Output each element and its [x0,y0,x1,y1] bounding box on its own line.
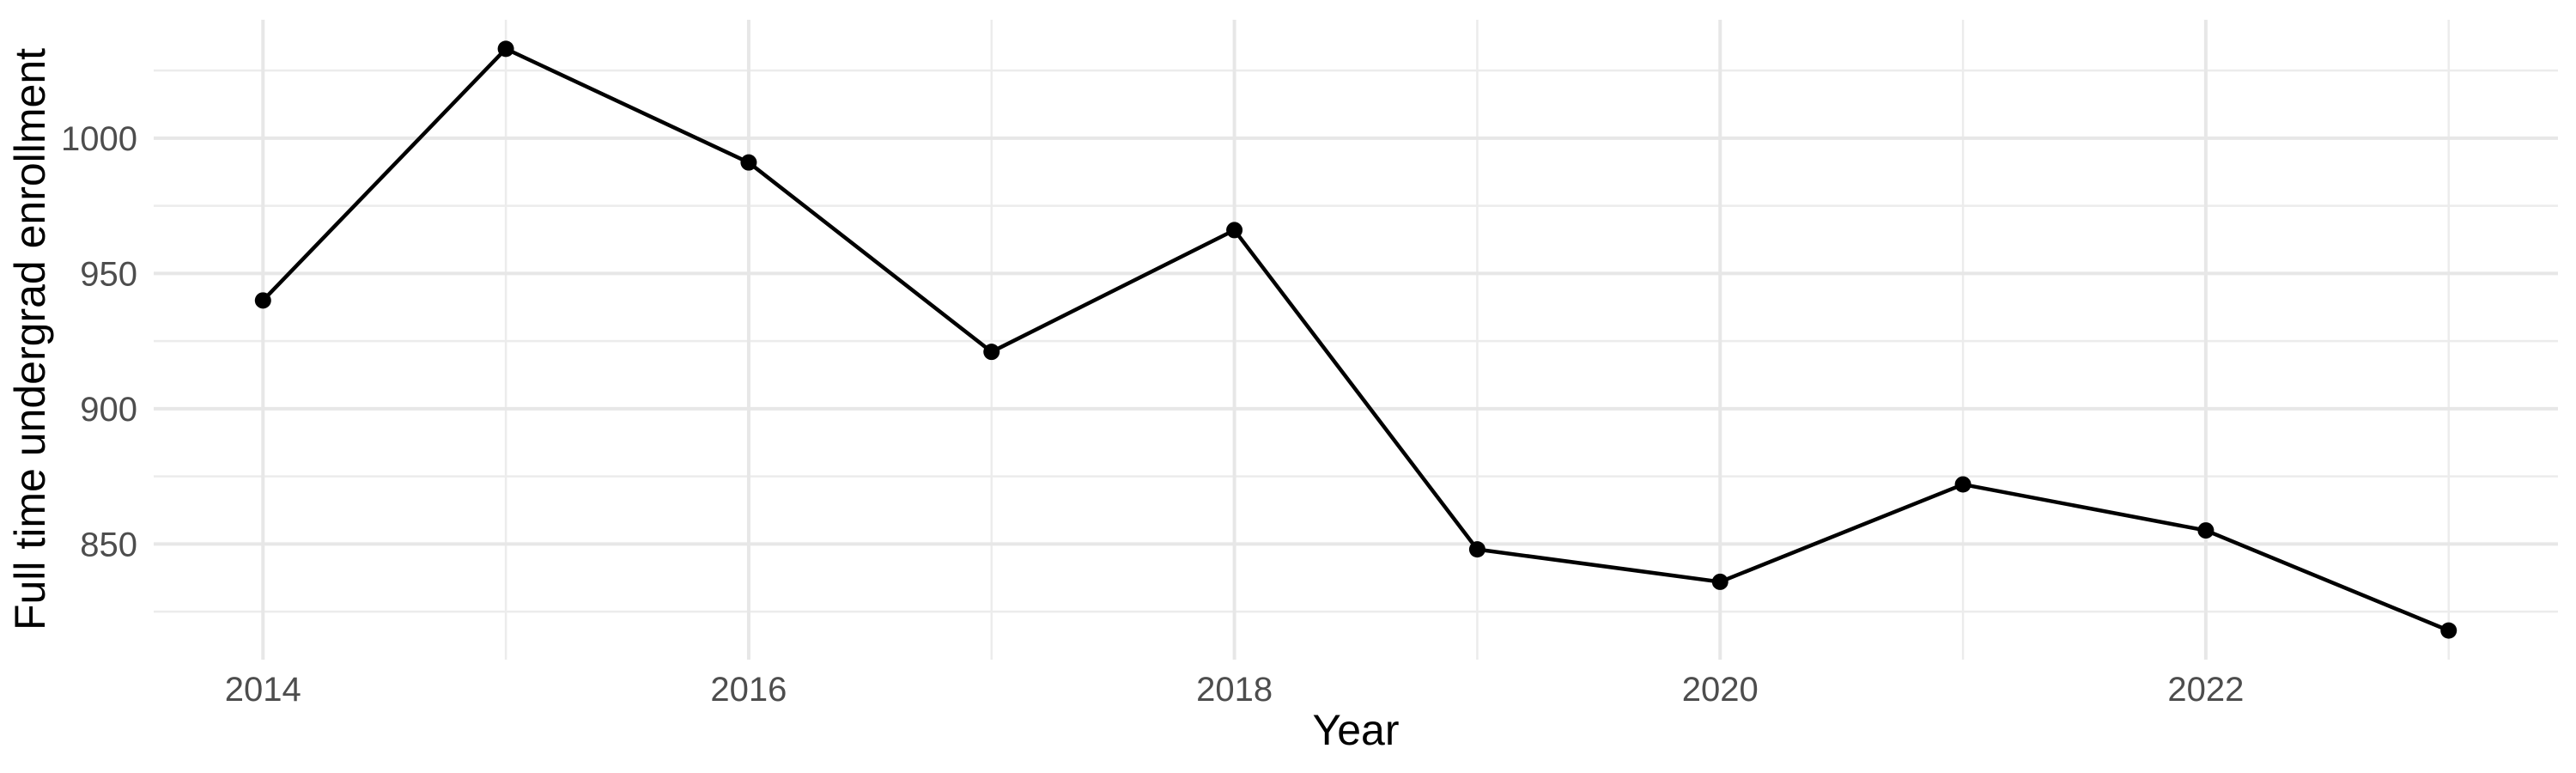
data-point-2017 [983,344,1000,361]
y-tick-label-950: 950 [80,255,137,293]
data-point-2016 [740,154,757,171]
y-axis-title: Full time undergrad enrollment [6,48,54,630]
data-point-2019 [1468,541,1485,558]
data-point-2023 [2440,622,2458,639]
x-axis-title: Year [1312,706,1399,754]
y-tick-label-900: 900 [80,391,137,429]
data-point-2015 [497,40,514,58]
y-axis-tick-labels: 850 900 950 1000 [61,120,137,564]
x-tick-label-2014: 2014 [225,671,301,709]
x-axis-tick-labels: 2014 2016 2018 2020 2022 [225,671,2245,709]
data-point-2021 [1954,476,1971,493]
enrollment-series [254,40,2458,639]
y-tick-label-1000: 1000 [61,120,137,158]
x-tick-label-2020: 2020 [1682,671,1759,709]
minor-gridlines [154,20,2558,660]
data-point-2020 [1711,573,1728,590]
data-point-2022 [2197,522,2215,539]
major-gridlines [154,20,2558,660]
data-point-2018 [1226,222,1243,239]
enrollment-trend-line [261,46,2450,633]
x-tick-label-2022: 2022 [2167,671,2244,709]
data-point-2014 [254,292,271,309]
y-tick-label-850: 850 [80,526,137,563]
x-tick-label-2018: 2018 [1196,671,1273,709]
x-tick-label-2016: 2016 [710,671,787,709]
